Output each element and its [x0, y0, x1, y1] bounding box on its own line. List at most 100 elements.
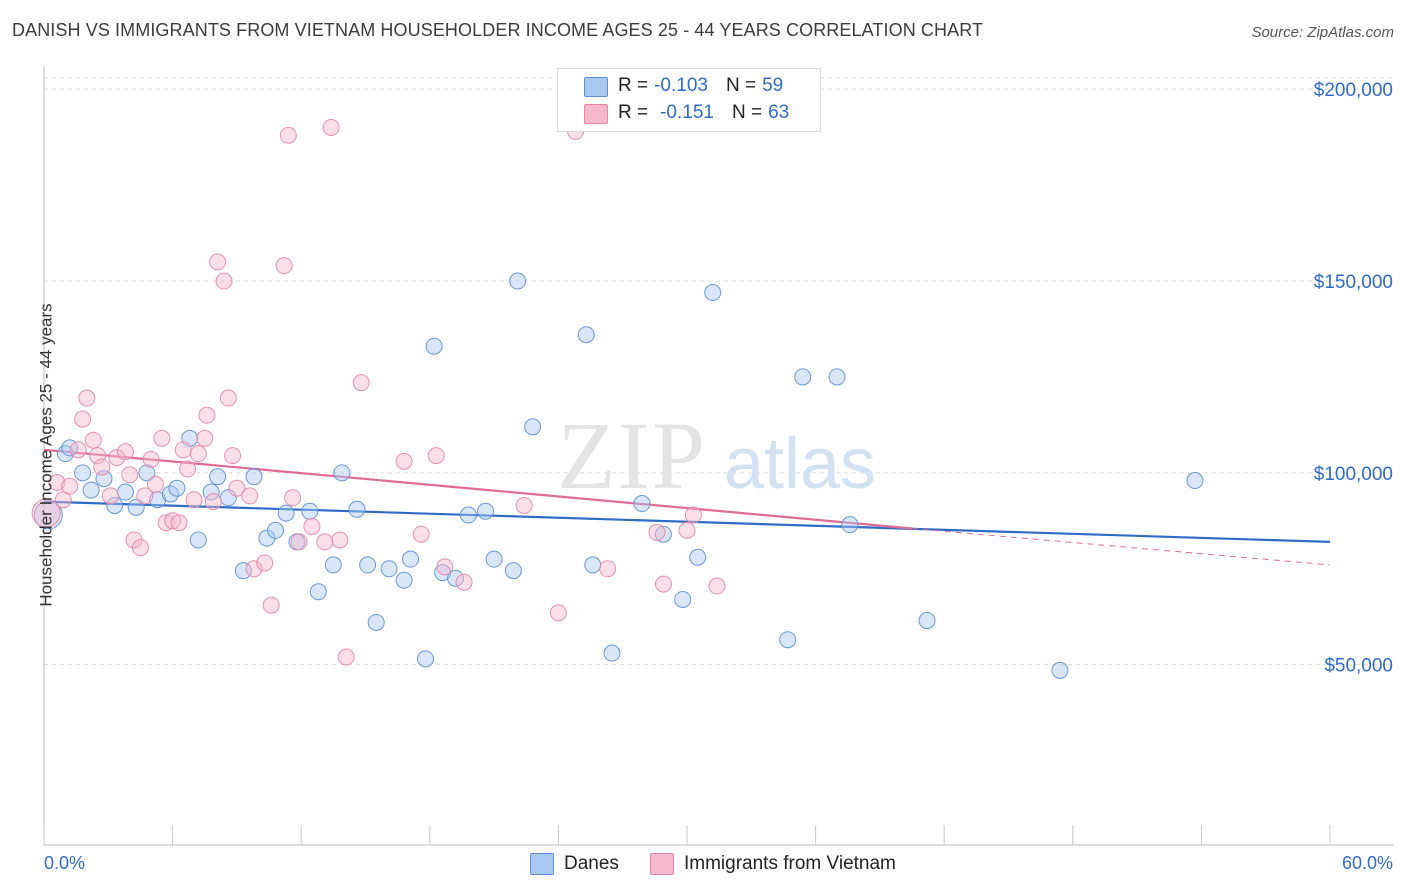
point-danes	[277, 504, 295, 522]
point-danes	[485, 550, 503, 568]
point-vietnam	[224, 447, 242, 465]
watermark: ZIP atlas	[557, 402, 876, 509]
chart-title: DANISH VS IMMIGRANTS FROM VIETNAM HOUSEH…	[12, 20, 984, 40]
stats-n-label: N =	[731, 102, 763, 123]
legend: Danes Immigrants from Vietnam	[0, 852, 1406, 876]
point-danes	[359, 556, 377, 574]
point-danes	[138, 464, 156, 482]
point-vietnam	[337, 648, 355, 666]
point-danes	[584, 556, 602, 574]
point-vietnam	[303, 518, 321, 536]
point-vietnam	[549, 604, 567, 622]
point-vietnam	[179, 460, 197, 478]
point-danes	[794, 368, 812, 386]
x-tick-label: 60.0%	[1342, 853, 1393, 873]
point-vietnam	[209, 253, 227, 271]
point-vietnam	[74, 410, 92, 428]
y-tick-label: $150,000	[1314, 272, 1393, 293]
point-danes	[82, 481, 100, 499]
point-danes	[324, 556, 342, 574]
data-points	[31, 119, 1204, 679]
point-vietnam	[170, 514, 188, 532]
legend-label-vietnam: Immigrants from Vietnam	[684, 853, 896, 874]
point-vietnam	[185, 491, 203, 509]
point-vietnam	[678, 521, 696, 539]
legend-item-danes[interactable]: Danes	[530, 852, 619, 876]
source-label: Source: ZipAtlas.com	[1251, 24, 1394, 41]
point-danes	[168, 479, 186, 497]
axes	[43, 66, 1394, 846]
point-vietnam	[395, 452, 413, 470]
point-vietnam	[157, 514, 175, 532]
point-danes	[266, 521, 284, 539]
point-vietnam	[164, 512, 182, 530]
stats-r-label: R =	[618, 102, 649, 123]
watermark-zip: ZIP	[557, 402, 707, 509]
point-vietnam	[322, 119, 340, 137]
point-danes	[417, 650, 435, 668]
point-danes	[509, 272, 527, 290]
point-danes	[524, 418, 542, 436]
point-vietnam	[684, 506, 702, 524]
stats-r-label: R =	[618, 75, 649, 96]
point-danes	[348, 500, 366, 518]
point-danes	[918, 612, 936, 630]
point-vietnam	[174, 441, 192, 459]
point-vietnam	[121, 466, 139, 484]
point-vietnam	[284, 489, 302, 507]
trend-lines	[43, 448, 1331, 566]
point-vietnam	[654, 575, 672, 593]
point-danes	[1186, 472, 1204, 490]
point-vietnam	[275, 257, 293, 275]
point-vietnam	[256, 554, 274, 572]
point-vietnam	[279, 126, 297, 144]
point-vietnam	[84, 431, 102, 449]
point-vietnam	[204, 493, 222, 511]
trend-line-vietnam-extension	[912, 527, 1331, 566]
point-danes	[577, 326, 595, 344]
point-vietnam	[290, 533, 308, 551]
point-vietnam	[48, 473, 66, 491]
point-vietnam	[331, 531, 349, 549]
point-vietnam	[93, 458, 111, 476]
point-vietnam	[142, 450, 160, 468]
point-danes	[33, 500, 63, 530]
point-danes	[333, 464, 351, 482]
point-vietnam	[136, 487, 154, 505]
point-danes	[209, 468, 227, 486]
stats-swatch-danes	[584, 77, 608, 97]
stats-n-value: 59	[762, 75, 784, 96]
point-vietnam	[108, 449, 126, 466]
point-vietnam	[427, 447, 445, 465]
point-danes	[309, 583, 327, 601]
y-axis-label: Householder Income Ages 25 - 44 years	[36, 303, 56, 607]
point-vietnam	[78, 389, 96, 407]
point-vietnam	[648, 523, 666, 541]
y-tick-label: $50,000	[1324, 656, 1393, 677]
point-danes	[425, 337, 443, 355]
point-danes	[234, 562, 252, 580]
point-vietnam	[31, 498, 61, 528]
point-danes	[106, 496, 124, 514]
stats-n-value: 63	[768, 102, 790, 123]
point-danes	[828, 368, 846, 386]
legend-item-vietnam[interactable]: Immigrants from Vietnam	[650, 852, 896, 876]
tick-labels: $50,000 $100,000 $150,000 $200,000 0.0% 60.0%	[44, 80, 1393, 873]
stats-row-vietnam: R = -0.151 N = 63	[584, 100, 789, 126]
point-danes	[74, 464, 92, 482]
point-danes	[633, 495, 651, 513]
point-vietnam	[101, 487, 119, 505]
point-danes	[841, 516, 859, 534]
point-danes	[127, 498, 145, 516]
point-danes	[61, 439, 79, 457]
stats-box: R = -0.103 N = 59 R = -0.151 N = 63	[557, 68, 821, 132]
stats-r-value: -0.151	[660, 102, 714, 123]
point-danes	[674, 590, 692, 608]
point-danes	[189, 531, 207, 549]
point-danes	[402, 550, 420, 568]
watermark-atlas: atlas	[724, 424, 876, 504]
y-tick-label: $100,000	[1314, 464, 1393, 485]
point-danes	[1051, 661, 1069, 679]
point-vietnam	[241, 487, 259, 505]
